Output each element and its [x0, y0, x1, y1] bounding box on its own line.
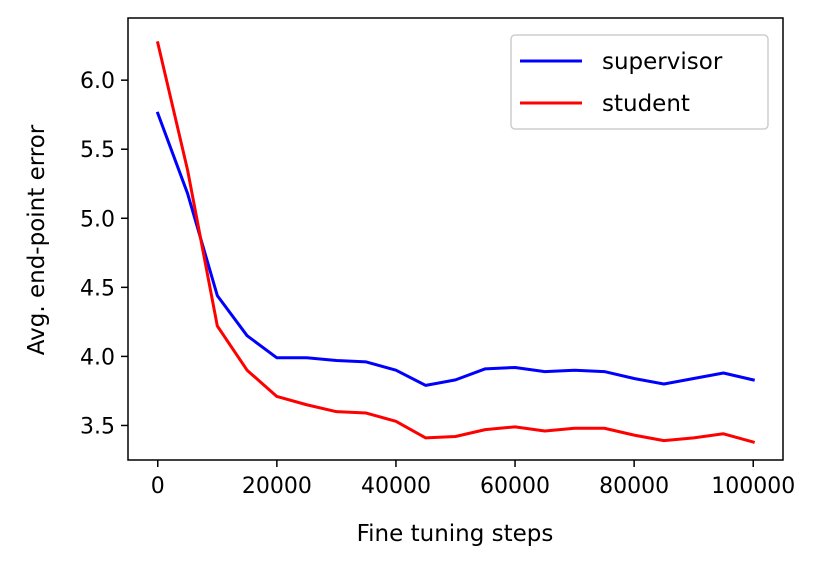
y-tick-label: 5.0	[80, 207, 115, 232]
y-tick-label: 6.0	[80, 69, 115, 94]
series-line-student	[155, 41, 756, 444]
y-axis-ticks: 3.5 4.0 4.5 5.0 5.5 6.0	[80, 69, 128, 439]
y-tick-label: 3.5	[80, 414, 115, 439]
series-line-supervisor	[155, 111, 756, 387]
x-axis-label: Fine tuning steps	[357, 521, 554, 547]
plot-frame	[127, 17, 784, 461]
x-tick-label: 60000	[480, 474, 550, 499]
legend: supervisor student	[510, 34, 769, 130]
x-tick-label: 100000	[711, 474, 795, 499]
x-axis-ticks: 0 20000 40000 60000 80000 100000	[151, 460, 795, 499]
y-axis-label: Avg. end-point error	[24, 124, 50, 355]
x-tick-label: 40000	[361, 474, 431, 499]
y-tick-label: 4.0	[80, 345, 115, 370]
x-tick-label: 80000	[599, 474, 669, 499]
legend-student-label: student	[602, 91, 690, 117]
y-tick-label: 5.5	[80, 138, 115, 163]
legend-supervisor-label: supervisor	[602, 49, 723, 75]
x-tick-label: 20000	[242, 474, 312, 499]
legend-box	[510, 34, 769, 130]
y-tick-label: 4.5	[80, 276, 115, 301]
series-lines	[155, 41, 756, 444]
x-tick-label: 0	[151, 474, 165, 499]
